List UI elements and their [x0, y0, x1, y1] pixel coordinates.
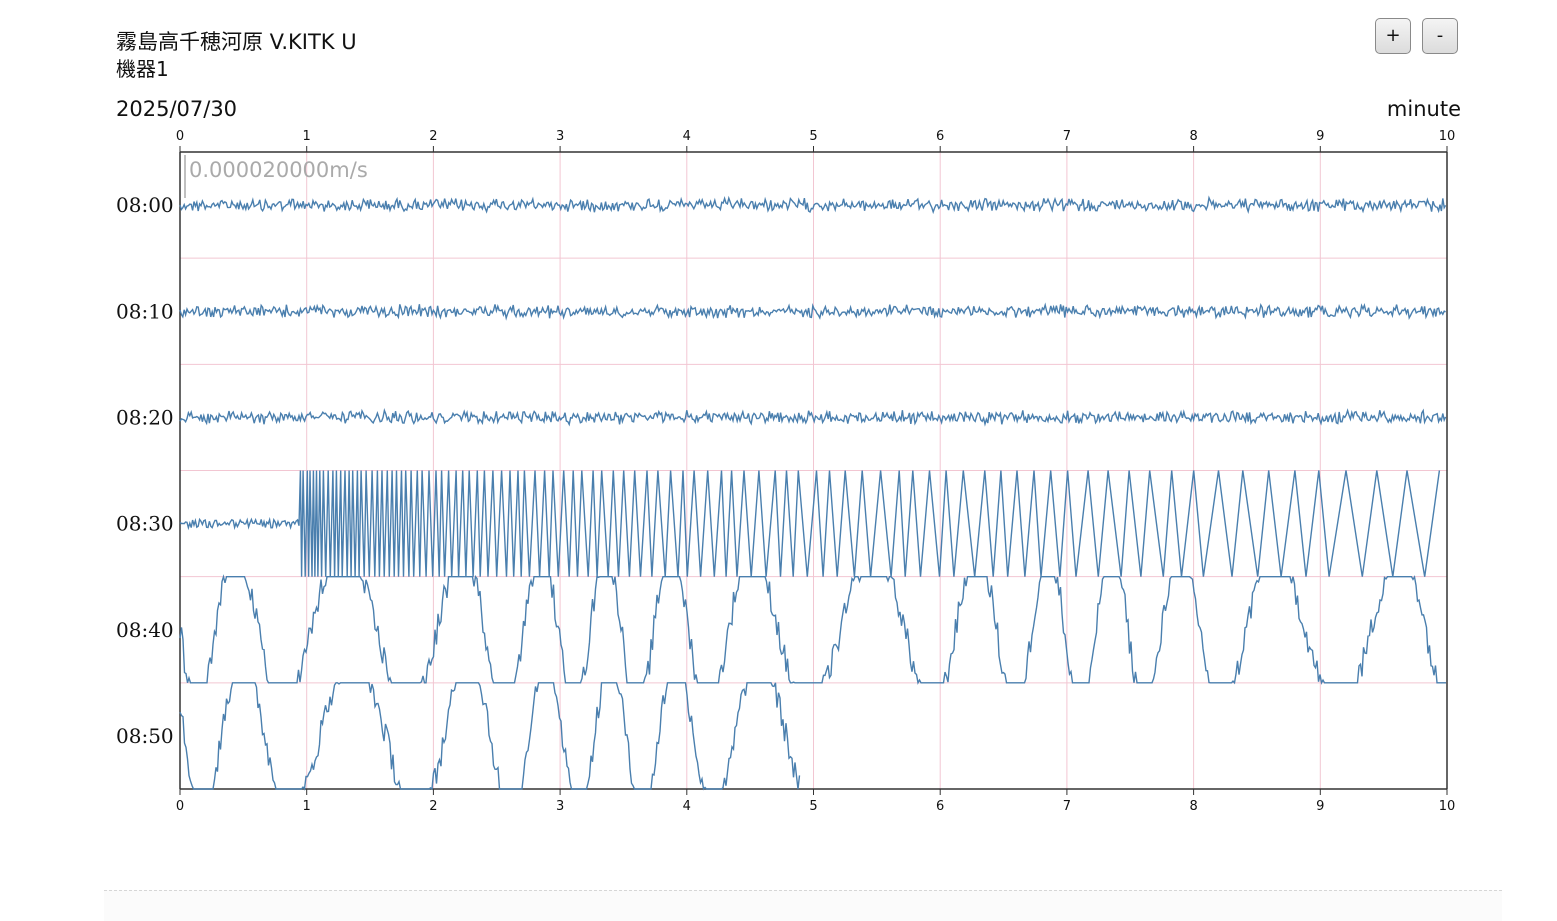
- station-title: 霧島高千穂河原 V.KITK U: [116, 30, 357, 54]
- row-time-label: 08:20: [116, 405, 174, 429]
- seismogram-chart: 0 0 1 1 2 2 3 3 4 4 5 5 6 6 7 7 8 8 9 9 10 10 08:00 08:10 08:20 0…: [116, 129, 1456, 814]
- trace-0810: [179, 302, 1446, 321]
- scale-label: 0.000020000m/s: [189, 158, 368, 182]
- x-tick-label-top: 10: [1439, 129, 1456, 144]
- x-tick-label-bottom: 4: [683, 799, 691, 814]
- trace-0820: [179, 408, 1447, 427]
- x-tick-label-top: 0: [176, 129, 184, 144]
- row-time-label: 08:10: [116, 299, 174, 323]
- bottom-panel: [104, 890, 1502, 921]
- x-tick-label-bottom: 8: [1189, 799, 1197, 814]
- trace-0840: [179, 574, 1446, 685]
- x-tick-label-top: 7: [1063, 129, 1071, 144]
- row-time-label: 08:30: [116, 512, 174, 536]
- x-unit-label: minute: [1386, 97, 1461, 121]
- x-tick-label-top: 5: [809, 129, 817, 144]
- date-label: 2025/07/30: [116, 97, 238, 121]
- zoom-out-button[interactable]: -: [1422, 18, 1458, 54]
- device-label: 機器1: [116, 57, 169, 81]
- x-tick-label-bottom: 3: [556, 799, 564, 814]
- x-tick-label-bottom: 6: [936, 799, 944, 814]
- trace-0850: [179, 682, 801, 791]
- x-tick-label-bottom: 10: [1439, 799, 1456, 814]
- x-tick-label-top: 2: [429, 129, 437, 144]
- x-tick-label-bottom: 0: [176, 799, 184, 814]
- x-tick-label-top: 9: [1316, 129, 1324, 144]
- x-tick-label-bottom: 2: [429, 799, 437, 814]
- x-tick-label-bottom: 9: [1316, 799, 1324, 814]
- x-tick-label-bottom: 5: [809, 799, 817, 814]
- x-tick-label-top: 4: [683, 129, 691, 144]
- x-tick-label-top: 1: [303, 129, 311, 144]
- row-time-label: 08:50: [116, 724, 174, 748]
- x-tick-label-bottom: 1: [303, 799, 311, 814]
- x-tick-label-top: 6: [936, 129, 944, 144]
- row-time-label: 08:40: [116, 618, 174, 642]
- row-time-label: 08:00: [116, 193, 174, 217]
- trace-0800: [179, 195, 1447, 215]
- x-tick-label-bottom: 7: [1063, 799, 1071, 814]
- zoom-in-button[interactable]: +: [1375, 18, 1411, 54]
- x-tick-label-top: 8: [1189, 129, 1197, 144]
- x-tick-label-top: 3: [556, 129, 564, 144]
- trace-0830: [179, 470, 1441, 577]
